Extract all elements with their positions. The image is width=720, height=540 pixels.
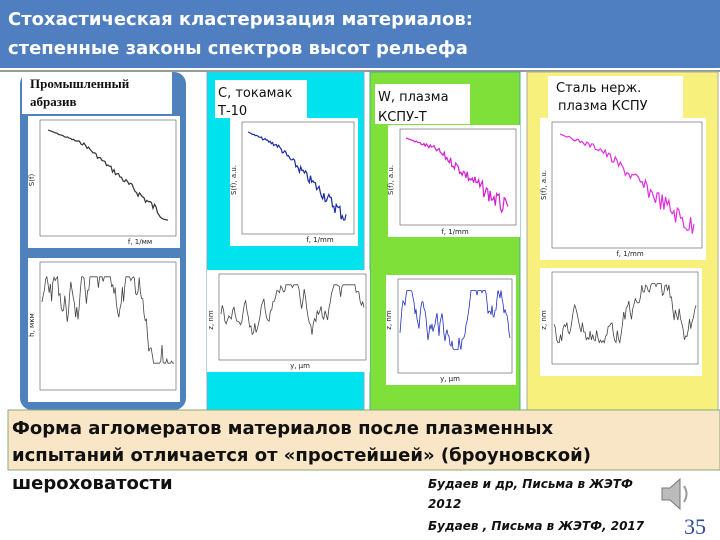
axis-label: S(f) [28, 174, 36, 187]
axis-label: f, 1/mm [306, 236, 334, 244]
plot-frame [399, 128, 517, 226]
plots: f, 1/мм S(f) h, мкм f, 1/mm S(f), a.u. y, μm z… [28, 116, 706, 402]
reference: 2012 [428, 497, 461, 511]
panel-title-bg [215, 80, 307, 118]
speaker-wave[interactable] [683, 485, 688, 503]
profile-curve [41, 275, 174, 364]
plot-frame [241, 121, 355, 235]
axis-label: f, 1/mm [616, 250, 644, 258]
axis-label: S(f), a.u. [540, 170, 548, 200]
spectrum-curve [559, 133, 695, 234]
summary-line: шероховатости [12, 473, 173, 494]
panel-title: Промышленный [30, 76, 130, 91]
reference: Будаев , Письма в ЖЭТФ, 2017 [428, 519, 645, 533]
plot-image [230, 118, 358, 246]
plot-image [386, 275, 516, 385]
summary-line: испытаний отличается от «простейшей» (бр… [12, 445, 591, 466]
title-bar [0, 0, 720, 68]
plot-frame [551, 121, 703, 249]
panel-title-bg [548, 76, 683, 118]
plot-frame [397, 278, 513, 374]
panel-title: абразив [30, 94, 76, 109]
axis-label: z, nm [207, 310, 215, 330]
plot-frame [218, 273, 367, 361]
axis-label: y, μm [290, 362, 310, 370]
spectrum-curve [47, 129, 169, 221]
plot-frame [39, 119, 177, 237]
axis-label: S(f), a.u. [230, 165, 238, 195]
plot-image [540, 268, 702, 376]
axis-label: f, 1/мм [128, 238, 152, 246]
plot-frame [551, 271, 699, 365]
plot-image [28, 116, 180, 248]
axis-label: z, nm [540, 310, 548, 330]
profile-curve [399, 289, 511, 350]
plot-frame [39, 261, 177, 391]
summary-box [7, 409, 720, 471]
title-line: степенные законы спектров высот рельефа [8, 38, 468, 59]
spectrum-curve [405, 137, 509, 214]
panel-title: C, токамак [218, 86, 292, 101]
panel-title: Т-10 [217, 104, 247, 119]
plot-image [388, 125, 520, 237]
profile-curve [220, 284, 365, 336]
spectrum-curve [247, 131, 347, 221]
title-line: Стохастическая кластеризация материалов: [8, 9, 473, 30]
plot-image [540, 118, 706, 260]
panel-title-bg [22, 72, 172, 114]
panel-title: КСПУ-Т [378, 110, 427, 125]
axis-label: S(f), a.u. [387, 165, 395, 195]
axis-label: h, мкм [28, 313, 36, 337]
page-number: 35 [684, 514, 706, 539]
speaker-body[interactable] [661, 477, 681, 511]
axis-label: y, μm [440, 375, 460, 383]
panel-title-bg [375, 84, 470, 124]
plot-image [207, 270, 370, 372]
axis-label: z, nm [385, 310, 393, 330]
profile-curve [553, 283, 697, 345]
speaker-icon[interactable] [661, 477, 688, 511]
panel-title: плазма КСПУ [558, 99, 648, 114]
reference: Будаев и др, Письма в ЖЭТФ [428, 477, 633, 491]
panel-title: Сталь нерж. [556, 81, 641, 96]
axis-label: f, 1/mm [441, 228, 469, 236]
panel-title: W, плазма [378, 90, 449, 105]
summary-line: Форма агломератов материалов после плазм… [12, 418, 554, 439]
